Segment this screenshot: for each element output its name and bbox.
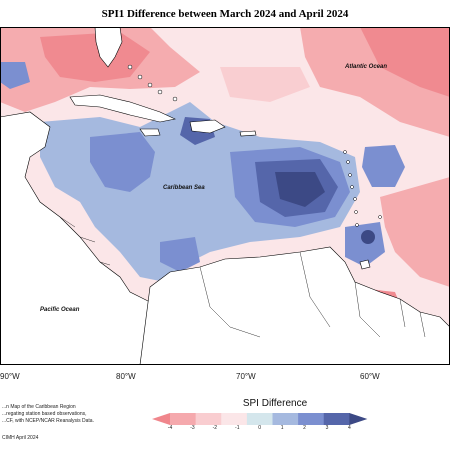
pacific-ocean-label: Pacific Ocean xyxy=(40,307,80,313)
legend-tick-label: -1 xyxy=(235,425,240,431)
note-line-1: ...n Map of the Caribbean Region xyxy=(2,404,76,410)
legend-title: SPI Difference xyxy=(242,398,308,409)
land-masses xyxy=(0,27,450,365)
legend-swatch xyxy=(298,413,325,425)
caribbean-sea-label: Caribbean Sea xyxy=(163,185,205,191)
jamaica-land xyxy=(139,128,161,137)
legend-tick-label: 4 xyxy=(347,425,351,431)
cuba-land xyxy=(69,94,176,123)
map-panel: Atlantic Ocean Caribbean Sea Pacific Oce… xyxy=(0,27,450,365)
lon-label-60w: 60°W xyxy=(360,372,380,381)
map-title: SPI1 Difference between March 2024 and A… xyxy=(101,8,349,20)
trinidad-land xyxy=(359,259,371,270)
legend-swatch xyxy=(221,413,248,425)
spi-difference-map xyxy=(0,27,450,365)
lon-label-90w: 90°W xyxy=(0,372,20,381)
legend-swatch xyxy=(272,413,299,425)
note-line-2: ...regating station based observations, xyxy=(2,411,87,417)
lon-label-70w: 70°W xyxy=(236,372,256,381)
atlantic-ocean-label: Atlantic Ocean xyxy=(345,64,388,70)
legend-tick-label: 1 xyxy=(280,425,284,431)
florida-land xyxy=(94,27,123,68)
wet-anomaly-areas xyxy=(0,62,410,347)
legend-swatch xyxy=(246,413,273,425)
bahamas xyxy=(127,64,178,102)
credit-text: CIMH April 2024 xyxy=(2,435,39,441)
legend-swatch xyxy=(170,413,197,425)
note-line-3: ...CF, with NCEP/NCAR Reanalysis Data. xyxy=(2,418,94,424)
legend-tick-label: -4 xyxy=(167,425,173,431)
country-borders xyxy=(59,216,426,338)
legend-tick-label: 2 xyxy=(303,425,306,431)
legend-tick-label: -2 xyxy=(212,425,218,431)
hispaniola-land xyxy=(189,119,226,134)
legend-high-extend xyxy=(349,413,368,425)
legend-tick-label: 0 xyxy=(258,425,262,431)
legend-swatch xyxy=(195,413,222,425)
lesser-antilles xyxy=(343,150,382,227)
legend-tick-label: -3 xyxy=(190,425,195,431)
puerto-rico-land xyxy=(239,130,257,137)
lon-label-80w: 80°W xyxy=(116,372,136,381)
legend-colorbar xyxy=(152,413,368,425)
legend-low-extend xyxy=(152,413,170,425)
legend-swatch xyxy=(323,413,350,425)
legend-tick-label: 3 xyxy=(325,425,329,431)
